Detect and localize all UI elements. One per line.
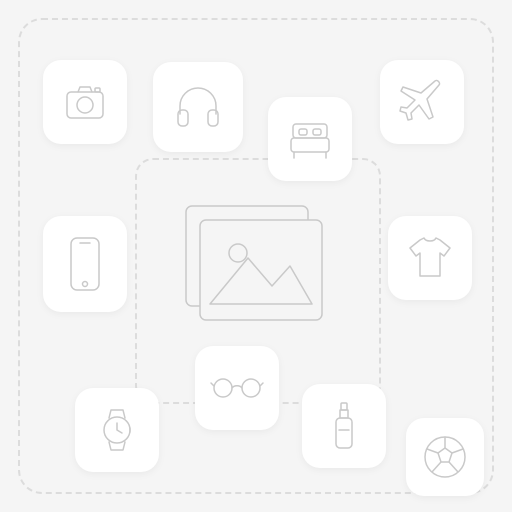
tshirt-icon [404,232,456,284]
category-tile-tshirt[interactable] [388,216,472,300]
spray-bottle-icon [324,398,364,454]
watch-icon [93,406,141,454]
category-tile-airplane[interactable] [380,60,464,144]
category-tile-bed[interactable] [268,97,352,181]
category-tile-glasses[interactable] [195,346,279,430]
airplane-icon [397,77,447,127]
category-tile-watch[interactable] [75,388,159,472]
camera-icon [61,78,109,126]
soccer-ball-icon [420,432,470,482]
bed-icon [285,114,335,164]
category-tile-spray[interactable] [302,384,386,468]
eyeglasses-icon [209,373,265,403]
headphones-icon [171,80,225,134]
category-tile-phone[interactable] [43,216,127,312]
smartphone-icon [63,234,107,294]
category-tile-camera[interactable] [43,60,127,144]
category-tile-soccer[interactable] [406,418,484,496]
category-tile-headphones[interactable] [153,62,243,152]
